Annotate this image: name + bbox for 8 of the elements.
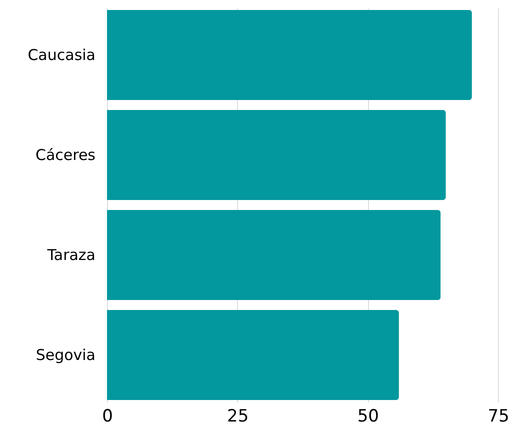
y-tick-label: Cáceres xyxy=(35,146,96,164)
y-tick-label: Taraza xyxy=(46,246,96,264)
x-tick-label: 75 xyxy=(488,406,510,426)
x-tick-label: 50 xyxy=(357,406,379,426)
y-tick-label: Caucasia xyxy=(28,46,96,64)
x-tick-label: 25 xyxy=(227,406,249,426)
x-tick-label: 0 xyxy=(102,406,113,426)
y-tick-label: Segovia xyxy=(36,346,96,364)
